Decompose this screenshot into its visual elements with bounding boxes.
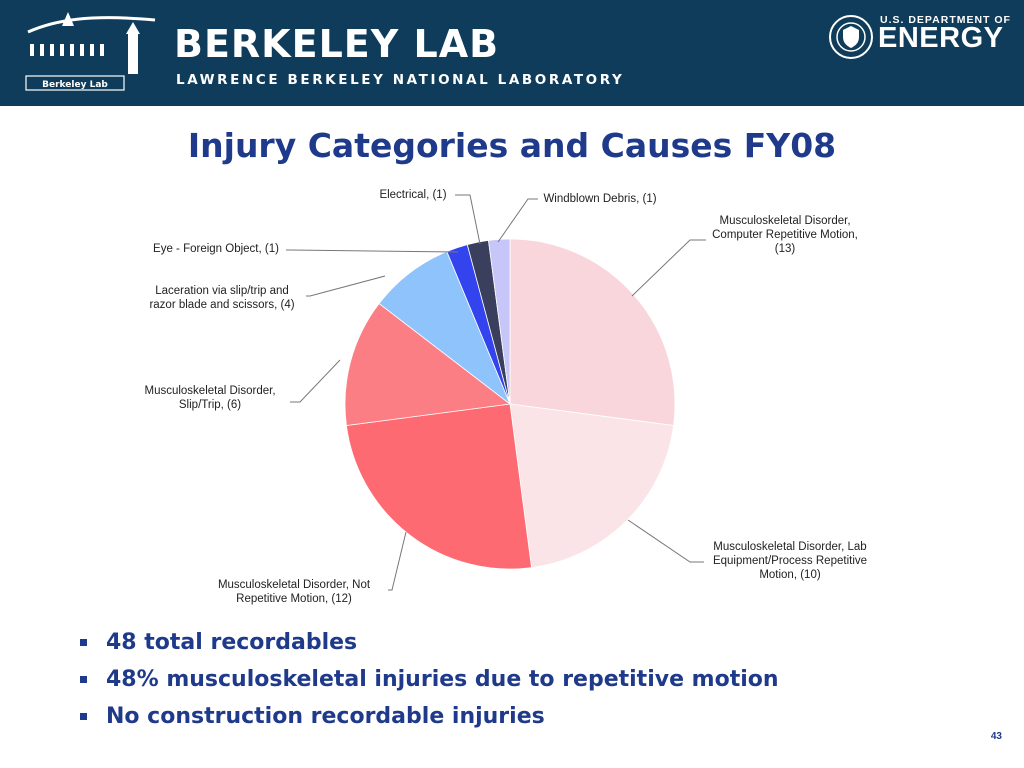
pie-slice [344,302,512,426]
page-number: 43 [990,731,1002,742]
bullet-text: No construction recordable injuries [106,704,545,729]
brand-subtitle: LAWRENCE BERKELEY NATIONAL LABORATORY [176,72,625,88]
doe-energy-text: ENERGY [878,22,1004,54]
bullet-marker [80,639,87,646]
bullet-marker [80,713,87,720]
bullet-item: No construction recordable injuries [80,702,779,739]
pie-slice [345,403,532,570]
doe-seal-icon [829,15,873,59]
slide-title: Injury Categories and Causes FY08 [187,126,837,165]
bullet-list: 48 total recordables 48% musculoskeletal… [80,628,779,739]
logo-text: Berkeley Lab [42,80,108,90]
leader-line [627,519,704,563]
bullet-item: 48 total recordables [80,628,779,665]
bullet-item: 48% musculoskeletal injuries due to repe… [80,665,779,702]
pie-slice [509,403,675,569]
pie-slice [509,238,676,426]
leader-line [306,275,386,297]
slice-label: Musculoskeletal Disorder, Computer Repeti… [712,215,858,255]
leader-line [497,198,538,243]
slice-label: Musculoskeletal Disorder, Slip/Trip, (6) [144,385,275,411]
slice-label: Musculoskeletal Disorder, Not Repetitive … [218,579,371,605]
berkeley-lab-logo: Berkeley Lab [25,12,156,91]
leader-line [455,194,481,245]
slice-label: Windblown Debris, (1) [543,193,656,205]
slice-label: Eye - Foreign Object, (1) [153,243,279,255]
bullet-text: 48% musculoskeletal injuries due to repe… [106,667,779,692]
doe-top-text: U.S. DEPARTMENT OF [880,14,1011,26]
leader-line [286,249,459,253]
leader-line [388,531,407,591]
bullet-text: 48 total recordables [106,630,358,655]
leader-line [631,239,706,297]
brand-title: BERKELEY LAB [174,22,500,66]
header-banner: Berkeley Lab BERKELEY LAB LAWRENCE BERKE… [0,0,1024,106]
slice-label: Laceration via slip/trip and razor blade … [149,285,294,311]
pie-slice [488,238,511,405]
slice-label: Musculoskeletal Disorder, Lab Equipment/P… [713,541,867,581]
injury-pie-chart: Musculoskeletal Disorder, Computer Repeti… [144,189,867,605]
slice-label: Electrical, (1) [379,189,446,201]
bullet-marker [80,676,87,683]
leader-line [290,359,341,403]
